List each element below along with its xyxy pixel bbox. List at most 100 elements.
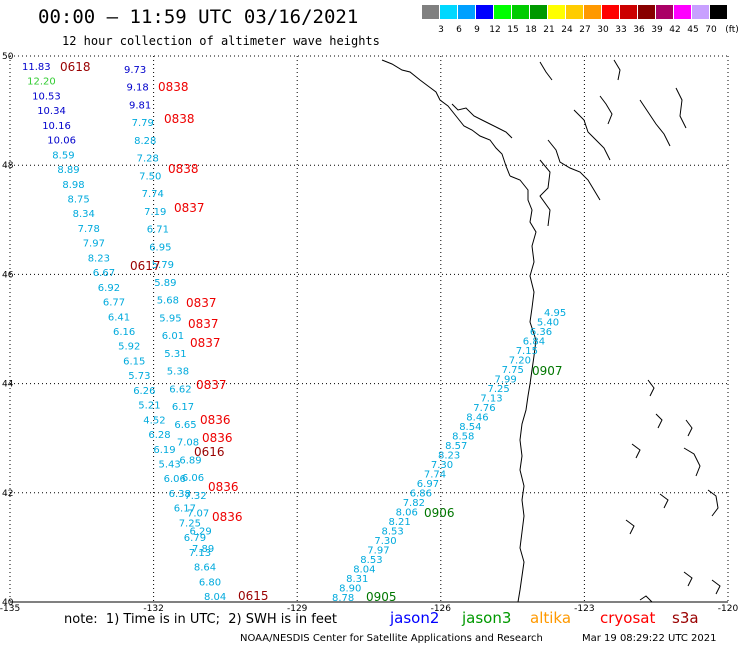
wave-height-value: 6.97 bbox=[417, 479, 439, 490]
wave-height-value: 5.73 bbox=[128, 371, 150, 382]
wave-height-value: 7.07 bbox=[187, 509, 209, 520]
wave-height-value: 6.62 bbox=[169, 384, 191, 395]
wave-height-value: 8.06 bbox=[396, 508, 418, 519]
coastline-segment bbox=[625, 519, 635, 535]
wave-height-value: 6.80 bbox=[199, 577, 221, 588]
wave-height-value: 6.01 bbox=[162, 331, 184, 342]
wave-height-value: 8.53 bbox=[360, 555, 382, 566]
lat-label: 42 bbox=[2, 489, 13, 499]
wave-height-value: 5.21 bbox=[138, 401, 160, 412]
wave-height-value: 6.77 bbox=[103, 298, 125, 309]
wave-height-value: 7.79 bbox=[132, 118, 154, 129]
legend-swatch bbox=[602, 5, 619, 19]
coastline-segment bbox=[631, 443, 641, 459]
page-title: 00:00 — 11:59 UTC 03/16/2021 bbox=[38, 6, 359, 28]
pass-time-label: 0838 bbox=[164, 112, 195, 126]
coastline-segment bbox=[539, 159, 551, 227]
page-subtitle: 12 hour collection of altimeter wave hei… bbox=[62, 34, 380, 48]
wave-height-value: 6.17 bbox=[172, 402, 194, 413]
legend-swatch bbox=[512, 5, 529, 19]
wave-height-value: 6.06 bbox=[182, 473, 204, 484]
lon-label: -129 bbox=[287, 604, 308, 614]
legend-label: 3 bbox=[438, 25, 444, 35]
legend-swatch bbox=[530, 5, 547, 19]
coastline-segment bbox=[647, 379, 655, 397]
wave-height-value: 9.73 bbox=[124, 65, 146, 76]
lon-label: -123 bbox=[574, 604, 594, 614]
legend-label: 24 bbox=[561, 25, 573, 35]
legend-label: 30 bbox=[597, 25, 609, 35]
coastline-segment bbox=[451, 103, 513, 139]
pass-time-label: 0837 bbox=[188, 317, 219, 331]
lat-label: 40 bbox=[2, 598, 14, 608]
wave-height-value: 6.79 bbox=[184, 533, 206, 544]
wave-height-value: 6.89 bbox=[179, 455, 201, 466]
wave-height-value: 6.65 bbox=[174, 420, 196, 431]
legend-label: 9 bbox=[474, 25, 480, 35]
wave-height-value: 5.95 bbox=[159, 313, 181, 324]
coastline-segment bbox=[655, 413, 663, 429]
wave-height-value: 6.92 bbox=[98, 283, 120, 294]
lat-label: 44 bbox=[2, 380, 14, 390]
wave-height-value: 4.52 bbox=[143, 415, 165, 426]
wave-height-value: 6.17 bbox=[174, 504, 196, 515]
wave-height-value: 7.20 bbox=[509, 356, 531, 367]
wave-height-value: 6.19 bbox=[153, 445, 175, 456]
wave-height-value: 6.41 bbox=[108, 312, 130, 323]
wave-height-value: 6.71 bbox=[147, 225, 169, 236]
wave-height-value: 12.20 bbox=[27, 77, 56, 88]
pass-time-label: 0836 bbox=[200, 413, 231, 427]
wave-height-value: 9.18 bbox=[127, 83, 149, 94]
coastline-segment bbox=[613, 59, 621, 81]
footer-note: note: 1) Time is in UTC; 2) SWH is in fe… bbox=[64, 612, 337, 627]
legend-swatch bbox=[674, 5, 691, 19]
wave-height-value: 8.57 bbox=[445, 441, 467, 452]
wave-height-value: 6.95 bbox=[149, 242, 171, 253]
wave-height-value: 4.95 bbox=[544, 308, 566, 319]
wave-height-value: 8.78 bbox=[332, 593, 354, 604]
coastline-segment bbox=[381, 59, 511, 177]
wave-height-value: 10.53 bbox=[32, 91, 61, 102]
wave-height-value: 6.29 bbox=[190, 526, 212, 537]
wave-height-value: 8.23 bbox=[438, 451, 460, 462]
legend-swatch bbox=[638, 5, 655, 19]
legend-label: 70 bbox=[705, 25, 717, 35]
wave-height-value: 7.75 bbox=[502, 365, 524, 376]
wave-height-value: 8.31 bbox=[346, 574, 368, 585]
wave-height-value: 6.26 bbox=[133, 386, 155, 397]
wave-height-value: 8.75 bbox=[68, 195, 90, 206]
coastline-segment bbox=[509, 175, 537, 603]
coastline-segment bbox=[639, 99, 671, 147]
wave-height-value: 8.34 bbox=[73, 209, 95, 220]
wave-height-value: 7.99 bbox=[495, 375, 517, 386]
wave-height-value: 5.68 bbox=[157, 296, 179, 307]
satellite-label: cryosat bbox=[600, 609, 656, 627]
pass-time-label: 0906 bbox=[424, 506, 455, 520]
pass-time-label: 0836 bbox=[208, 480, 239, 494]
credit-text: NOAA/NESDIS Center for Satellite Applica… bbox=[240, 633, 543, 644]
coastline-segment bbox=[707, 489, 719, 517]
coastline-segment bbox=[685, 419, 693, 437]
pass-time-label: 0838 bbox=[168, 162, 199, 176]
wave-height-value: 7.82 bbox=[403, 498, 425, 509]
satellite-label: s3a bbox=[672, 609, 699, 627]
pass-time-label: 0837 bbox=[196, 378, 227, 392]
coastline-segment bbox=[547, 139, 601, 201]
wave-height-value: 7.25 bbox=[488, 384, 510, 395]
pass-time-label: 0837 bbox=[186, 296, 217, 310]
legend-label: 18 bbox=[525, 25, 537, 35]
wave-height-value: 7.08 bbox=[177, 438, 199, 449]
wave-height-value: 10.34 bbox=[37, 106, 66, 117]
wave-height-value: 9.81 bbox=[129, 101, 151, 112]
legend-swatch bbox=[692, 5, 709, 19]
lat-label: 50 bbox=[2, 52, 14, 62]
wave-height-value: 6.86 bbox=[410, 489, 432, 500]
wave-height-value: 7.74 bbox=[142, 189, 164, 200]
pass-time-label: 0905 bbox=[366, 590, 397, 604]
pass-time-label: 0618 bbox=[60, 60, 91, 74]
wave-height-value: 11.83 bbox=[22, 62, 51, 73]
coastline-segment bbox=[573, 109, 611, 161]
legend-swatch bbox=[656, 5, 673, 19]
wave-height-value: 8.58 bbox=[452, 432, 474, 443]
